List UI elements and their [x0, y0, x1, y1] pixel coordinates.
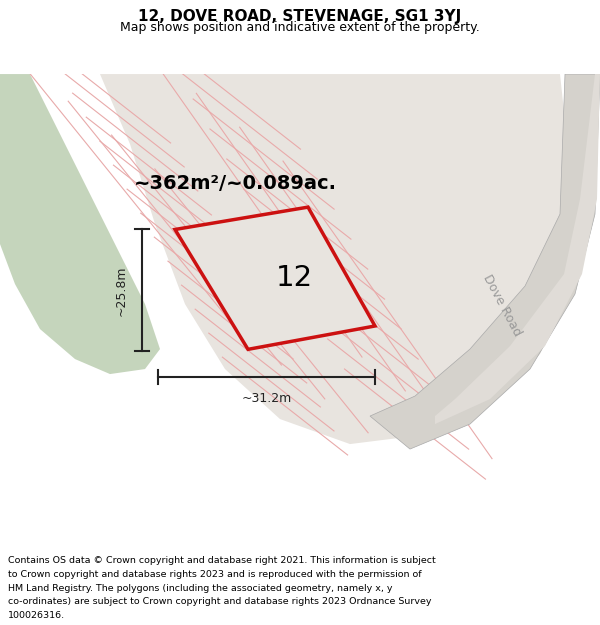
- Text: Map shows position and indicative extent of the property.: Map shows position and indicative extent…: [120, 21, 480, 34]
- Polygon shape: [435, 74, 600, 424]
- Text: ~362m²/~0.089ac.: ~362m²/~0.089ac.: [133, 174, 337, 193]
- Text: Contains OS data © Crown copyright and database right 2021. This information is : Contains OS data © Crown copyright and d…: [8, 556, 436, 566]
- Text: Dove Road: Dove Road: [480, 272, 524, 339]
- Polygon shape: [100, 74, 575, 444]
- Text: ~31.2m: ~31.2m: [241, 392, 292, 405]
- Polygon shape: [0, 74, 160, 374]
- Text: co-ordinates) are subject to Crown copyright and database rights 2023 Ordnance S: co-ordinates) are subject to Crown copyr…: [8, 598, 431, 606]
- Polygon shape: [370, 74, 600, 449]
- Text: to Crown copyright and database rights 2023 and is reproduced with the permissio: to Crown copyright and database rights 2…: [8, 570, 421, 579]
- Text: 100026316.: 100026316.: [8, 611, 65, 620]
- Text: ~25.8m: ~25.8m: [115, 265, 128, 316]
- Polygon shape: [175, 207, 375, 349]
- Text: 12, DOVE ROAD, STEVENAGE, SG1 3YJ: 12, DOVE ROAD, STEVENAGE, SG1 3YJ: [139, 9, 461, 24]
- Text: 12: 12: [276, 264, 313, 292]
- Text: HM Land Registry. The polygons (including the associated geometry, namely x, y: HM Land Registry. The polygons (includin…: [8, 584, 392, 592]
